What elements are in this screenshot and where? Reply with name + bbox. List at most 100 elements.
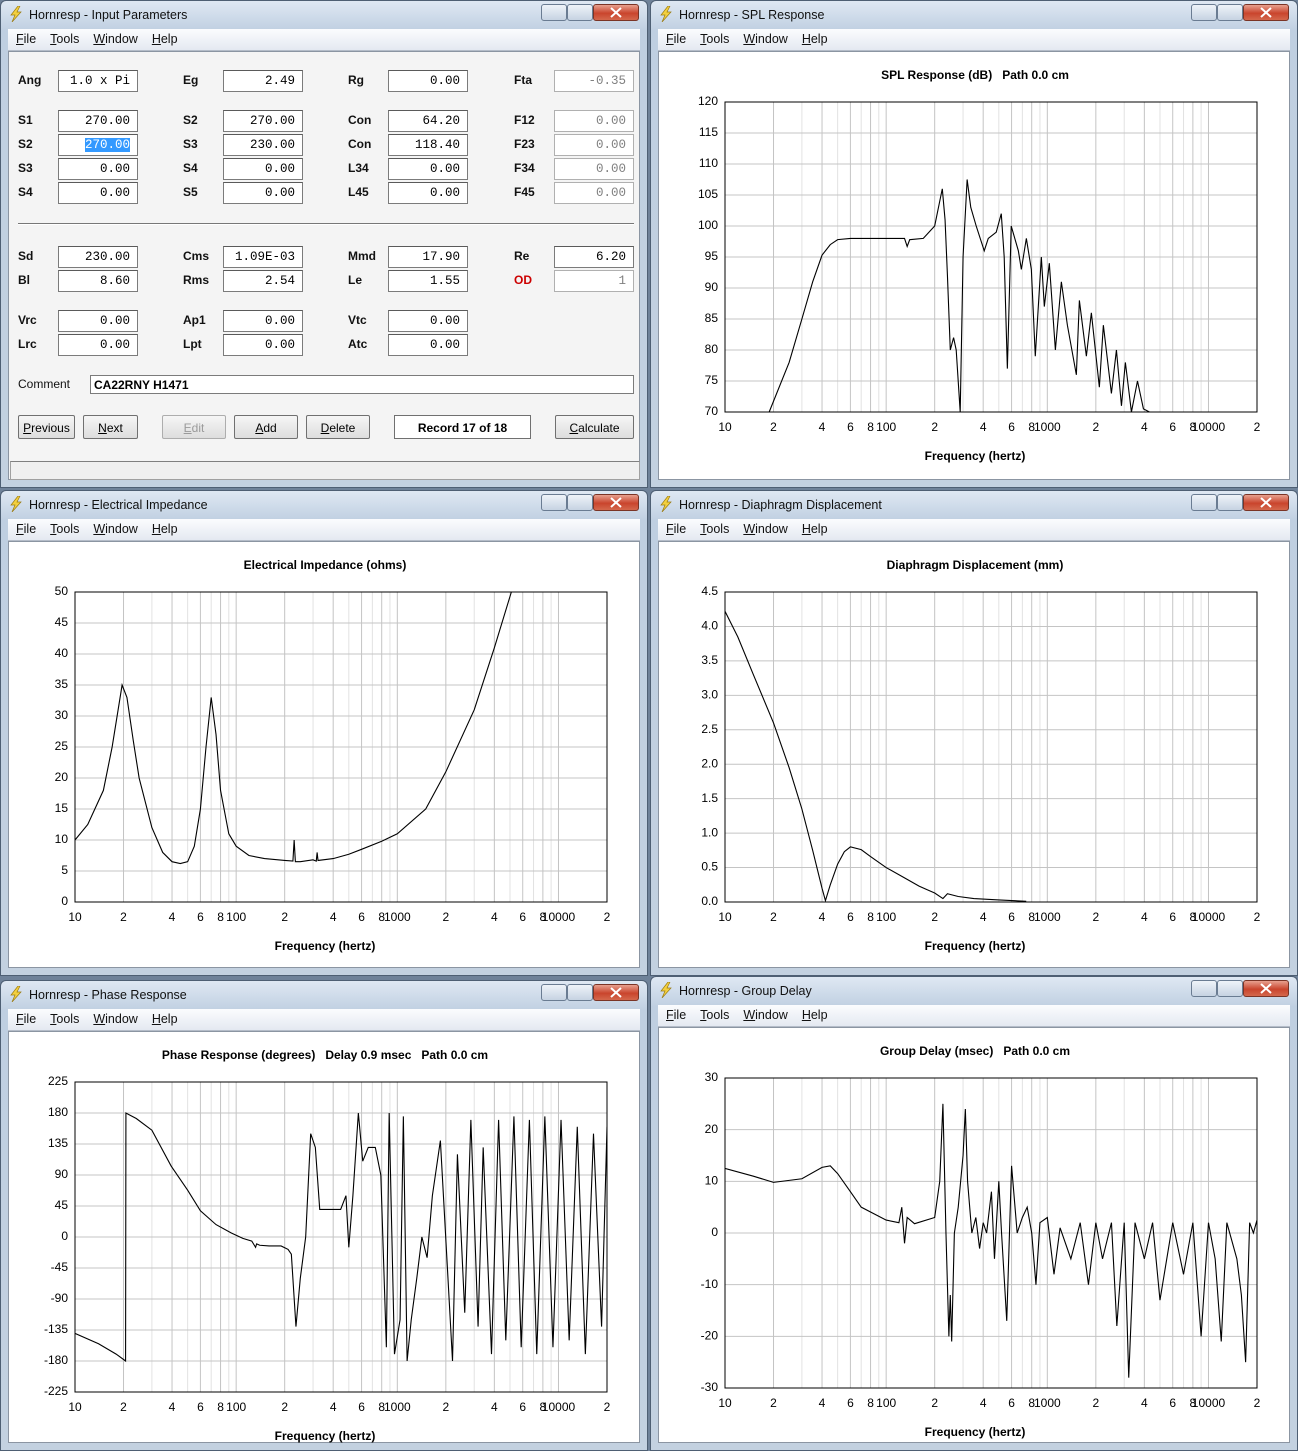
input-field[interactable]: 230.00 [223,134,303,156]
input-field[interactable]: 8.60 [58,270,138,292]
input-field[interactable]: 17.90 [388,246,468,268]
input-field[interactable]: 0.00 [388,310,468,332]
y-tick-label: -180 [44,1353,68,1367]
x-tick-label: 4 [491,1400,498,1414]
close-button[interactable] [593,984,639,1001]
menu-item[interactable]: File [16,32,37,46]
window-title: Hornresp - Input Parameters [29,8,188,22]
menu-item[interactable]: Window [93,522,138,536]
input-field[interactable]: 1.0 x Pi [58,70,138,92]
button[interactable]: Previous [18,415,75,439]
minimize-button[interactable] [1191,4,1217,21]
input-field[interactable]: 0.00 [58,182,138,204]
menu-item[interactable]: File [16,522,37,536]
data-line [768,179,1150,413]
input-field[interactable]: 118.40 [388,134,468,156]
input-field[interactable]: 0.00 [388,182,468,204]
input-field[interactable]: 270.00 [223,110,303,132]
menu-item[interactable]: File [666,1008,687,1022]
menu-item[interactable]: Window [93,1012,138,1026]
menu-item[interactable]: File [666,522,687,536]
x-tick-label: 10 [68,910,82,924]
minimize-button[interactable] [541,494,567,511]
maximize-button[interactable] [567,984,593,1001]
x-tick-label: 2 [120,910,127,924]
y-tick-label: 100 [698,218,718,232]
x-tick-label: 10 [718,910,732,924]
menu-item[interactable]: Help [151,32,178,46]
y-tick-label: -45 [51,1260,69,1274]
input-field[interactable]: 270.00 [58,110,138,132]
x-tick-label: 2 [931,910,938,924]
status-bar [10,461,640,480]
input-field[interactable]: 0.00 [388,158,468,180]
input-field[interactable]: 64.20 [388,110,468,132]
input-field[interactable]: 230.00 [58,246,138,268]
menu-item[interactable]: Help [801,32,828,46]
menu-item[interactable]: Window [743,522,788,536]
close-stroke [1260,497,1272,508]
x-tick-label: 8 [1028,420,1035,434]
maximize-button[interactable] [1217,494,1243,511]
maximize-button[interactable] [1217,980,1243,997]
close-button[interactable] [1243,494,1289,511]
input-field[interactable]: 1.55 [388,270,468,292]
app-icon [660,496,672,512]
menu-item[interactable]: File [666,32,687,46]
input-field[interactable]: 1.09E-03 [223,246,303,268]
comment-field[interactable]: CA22RNY H1471 [90,375,634,394]
minimize-button[interactable] [541,984,567,1001]
input-field[interactable]: 0.00 [223,334,303,356]
input-field: -0.35 [554,70,634,92]
input-field[interactable]: 0.00 [58,310,138,332]
input-field[interactable]: 0.00 [223,182,303,204]
close-button[interactable] [1243,4,1289,21]
maximize-button[interactable] [567,494,593,511]
maximize-button[interactable] [567,4,593,21]
menu-item[interactable]: Help [151,1012,178,1026]
app-icon [10,986,22,1002]
field-label: S4 [18,185,33,199]
x-tick-label: 1000 [384,910,411,924]
input-field[interactable]: 270.00 [58,134,138,156]
input-field[interactable]: 2.54 [223,270,303,292]
minimize-button[interactable] [1191,980,1217,997]
close-button[interactable] [593,494,639,511]
input-field[interactable]: 0.00 [388,70,468,92]
window-title: Hornresp - Diaphragm Displacement [679,498,882,512]
menu-item[interactable]: Tools [50,32,80,46]
minimize-button[interactable] [541,4,567,21]
calculate-button[interactable]: Calculate [555,415,634,439]
menu-item[interactable]: Help [801,522,828,536]
field-label: S1 [18,113,33,127]
input-field[interactable]: 0.00 [223,310,303,332]
button[interactable]: Delete [306,415,370,439]
menu-item[interactable]: File [16,1012,37,1026]
menu-item[interactable]: Tools [50,1012,80,1026]
menu-item[interactable]: Tools [700,32,730,46]
button[interactable]: Add [234,415,298,439]
input-field[interactable]: 6.20 [554,246,634,268]
input-field[interactable]: 0.00 [58,334,138,356]
input-field[interactable]: 0.00 [388,334,468,356]
menu-item[interactable]: Window [743,1008,788,1022]
menu-item[interactable]: Window [743,32,788,46]
menu-item[interactable]: Tools [50,522,80,536]
button[interactable]: Next [83,415,138,439]
x-tick-label: 10 [718,420,732,434]
input-field[interactable]: 0.00 [58,158,138,180]
close-button[interactable] [1243,980,1289,997]
minimize-button[interactable] [1191,494,1217,511]
input-field[interactable]: 0.00 [223,158,303,180]
menu-item[interactable]: Help [151,522,178,536]
x-tick-label: 4 [980,420,987,434]
menu-item[interactable]: Tools [700,522,730,536]
input-field[interactable]: 2.49 [223,70,303,92]
app-icon [660,6,672,22]
menu-item[interactable]: Tools [700,1008,730,1022]
menu-item[interactable]: Help [801,1008,828,1022]
menu-item[interactable]: Window [93,32,138,46]
maximize-button[interactable] [1217,4,1243,21]
close-button[interactable] [593,4,639,21]
